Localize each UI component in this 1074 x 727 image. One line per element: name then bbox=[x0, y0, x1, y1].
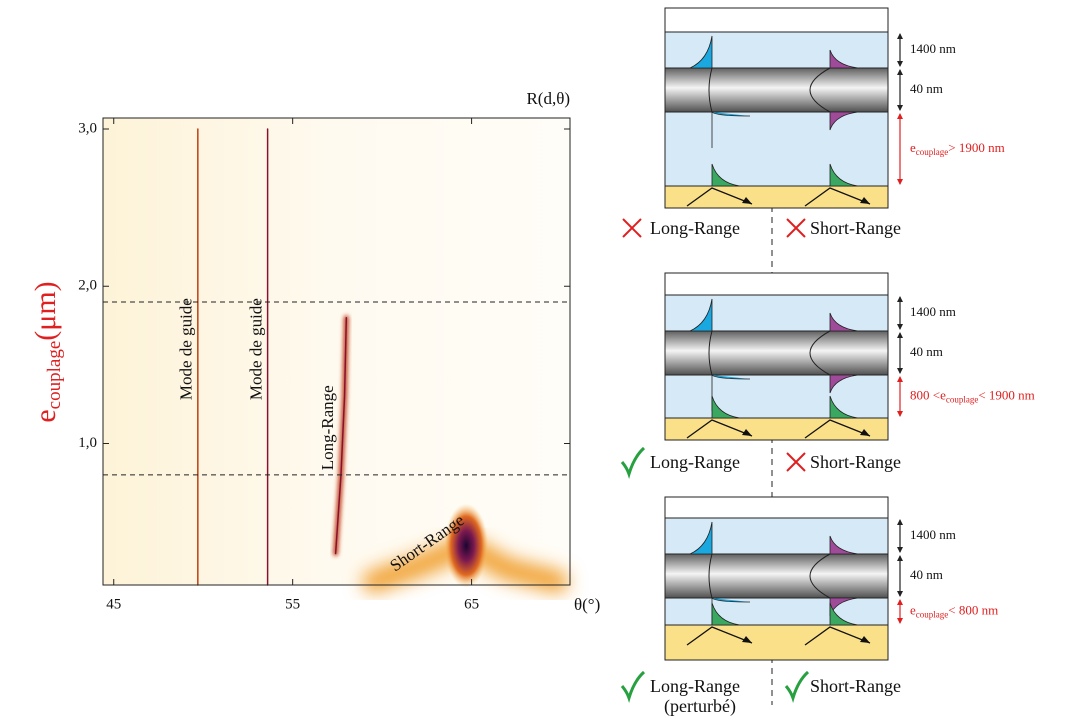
status-label: Short-Range bbox=[810, 676, 901, 696]
coupling-arrow bbox=[804, 419, 871, 439]
metal-profile bbox=[708, 330, 831, 376]
dielectric-layer bbox=[664, 597, 889, 626]
coupling-label: 800 <ecouplage< 1900 nm bbox=[910, 387, 1035, 404]
field-long bbox=[689, 35, 713, 69]
coupling-arrow bbox=[686, 626, 753, 646]
coupling-arrow bbox=[686, 419, 753, 439]
check-icon bbox=[620, 446, 646, 480]
coupling-arrow bbox=[804, 187, 871, 207]
cross-icon bbox=[786, 452, 806, 472]
coupling-label-after: < 800 nm bbox=[948, 602, 998, 617]
thickness-label: 40 nm bbox=[910, 344, 943, 359]
coupling-label-before: 800 <e bbox=[910, 387, 946, 402]
y-axis-label: ecouplage(μm) bbox=[29, 281, 65, 422]
field-substrate bbox=[829, 163, 859, 187]
arrowhead bbox=[742, 197, 752, 204]
dielectric-layer bbox=[664, 374, 889, 419]
substrate bbox=[664, 624, 889, 661]
thickness-label: 1400 nm bbox=[910, 304, 956, 319]
status-label: Long-Range bbox=[650, 676, 740, 696]
arrowhead bbox=[897, 599, 903, 624]
field-substrate bbox=[829, 395, 859, 419]
coupling-label: ecouplage> 1900 nm bbox=[910, 140, 1005, 157]
coupling-label-before: e bbox=[910, 602, 916, 617]
x-tick-label: 45 bbox=[106, 596, 121, 612]
y-tick-label: 3,0 bbox=[78, 120, 97, 136]
metal-film bbox=[664, 67, 889, 113]
ridge-core bbox=[334, 316, 348, 555]
thickness-label: 1400 nm bbox=[910, 41, 956, 56]
field-short bbox=[829, 49, 859, 131]
status-label: Long-Range bbox=[650, 218, 740, 238]
y-axis-label-sub: couplage bbox=[44, 341, 65, 410]
coupling-label-sub: couplage bbox=[916, 610, 948, 620]
status-note: (perturbé) bbox=[664, 696, 736, 717]
field-long bbox=[689, 298, 713, 332]
field-substrate bbox=[711, 395, 741, 419]
thickness-label: 40 nm bbox=[910, 567, 943, 582]
x-tick-label: 55 bbox=[285, 596, 300, 612]
arrowhead bbox=[742, 636, 752, 643]
intensity-peak bbox=[444, 503, 489, 588]
thickness-label: 40 nm bbox=[910, 81, 943, 96]
status-label: Short-Range bbox=[810, 452, 901, 472]
coupling-arrow bbox=[804, 626, 871, 646]
arrowhead bbox=[860, 429, 870, 436]
dielectric-layer bbox=[664, 111, 889, 187]
coupling-label-sub: couplage bbox=[916, 147, 948, 157]
x-tick-label: 65 bbox=[464, 596, 479, 612]
field-long bbox=[689, 521, 713, 555]
coupling-label-before: e bbox=[910, 140, 916, 155]
metal-profile bbox=[708, 553, 831, 599]
ridge-label: Mode de guide bbox=[247, 298, 266, 400]
check-icon bbox=[784, 670, 810, 704]
status-label: Short-Range bbox=[810, 218, 901, 238]
y-tick-label: 2,0 bbox=[78, 278, 97, 294]
coupling-arrow bbox=[686, 187, 753, 207]
cross-icon bbox=[622, 218, 642, 238]
y-axis-label-base: e bbox=[29, 409, 62, 422]
field-substrate bbox=[829, 602, 859, 626]
plot-frame bbox=[102, 117, 571, 586]
cross-icon bbox=[786, 218, 806, 238]
heatmap-plot: R(d,θ) θ(°) ecouplage(μm) Mode de guide Mode… bbox=[29, 89, 600, 614]
arrowhead bbox=[742, 429, 752, 436]
metal-film bbox=[664, 553, 889, 599]
ridge-label: Mode de guide bbox=[177, 298, 196, 400]
check-icon bbox=[620, 670, 646, 704]
ridge-label: Long-Range bbox=[318, 385, 337, 470]
metal-profile bbox=[708, 67, 831, 113]
status-label: Long-Range bbox=[650, 452, 740, 472]
arrowhead bbox=[860, 197, 870, 204]
chart-title: R(d,θ) bbox=[526, 89, 570, 108]
y-tick-label: 1,0 bbox=[78, 435, 97, 451]
coupling-label-sub: couplage bbox=[946, 395, 978, 405]
field-substrate bbox=[711, 602, 741, 626]
y-axis-label-unit: (μm) bbox=[29, 281, 62, 340]
x-axis-label: θ(°) bbox=[574, 595, 600, 614]
field-substrate bbox=[711, 163, 741, 187]
arrowhead bbox=[860, 636, 870, 643]
metal-film bbox=[664, 330, 889, 376]
coupling-label-after: > 1900 nm bbox=[948, 140, 1004, 155]
coupling-label-after: < 1900 nm bbox=[978, 387, 1034, 402]
thickness-label: 1400 nm bbox=[910, 527, 956, 542]
field-short bbox=[829, 312, 859, 394]
coupling-label: ecouplage< 800 nm bbox=[910, 602, 998, 619]
